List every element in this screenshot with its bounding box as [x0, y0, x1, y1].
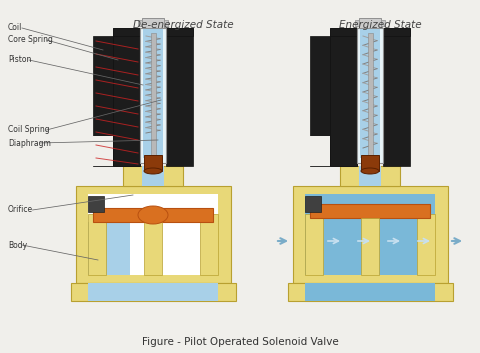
Bar [340, 166, 400, 186]
Bar [88, 194, 218, 275]
Ellipse shape [138, 206, 168, 224]
Bar [151, 33, 156, 158]
Bar [305, 214, 323, 275]
Bar [88, 222, 130, 275]
Bar [144, 222, 162, 275]
Bar [310, 204, 430, 218]
Bar [140, 28, 166, 163]
Bar [88, 283, 218, 301]
Text: Body: Body [8, 240, 27, 250]
Ellipse shape [361, 168, 379, 174]
Ellipse shape [144, 168, 162, 174]
Bar [417, 214, 435, 275]
Text: Coil: Coil [8, 24, 23, 32]
Text: Diaphragm: Diaphragm [8, 138, 51, 148]
Bar [93, 36, 140, 166]
Text: Coil Spring: Coil Spring [8, 126, 49, 134]
Bar [381, 20, 385, 26]
Bar [359, 18, 381, 28]
Text: Orifice: Orifice [8, 205, 33, 215]
Bar [200, 214, 218, 275]
Bar [113, 28, 140, 166]
Bar [330, 28, 410, 36]
Text: Energized State: Energized State [339, 20, 421, 30]
Bar [360, 28, 380, 158]
Text: De-energized State: De-energized State [132, 20, 233, 30]
Bar [144, 155, 162, 171]
Bar [305, 194, 435, 275]
Bar [164, 20, 168, 26]
Bar [166, 28, 193, 166]
Bar [288, 283, 453, 301]
Bar [361, 155, 379, 171]
Bar [76, 186, 231, 283]
Bar [113, 28, 193, 36]
Bar [361, 218, 379, 275]
Bar [305, 194, 435, 275]
Bar [142, 18, 164, 28]
Bar [368, 33, 373, 158]
Bar [355, 20, 359, 26]
Bar [310, 36, 357, 166]
Bar [138, 20, 142, 26]
Bar [93, 136, 113, 166]
Bar [88, 196, 104, 212]
Bar [330, 28, 357, 166]
Bar [383, 28, 410, 166]
Text: Core Spring: Core Spring [8, 36, 53, 44]
Bar [93, 208, 213, 222]
Bar [357, 28, 383, 163]
Text: Piston: Piston [8, 55, 31, 65]
Bar [143, 28, 163, 158]
Bar [293, 186, 448, 283]
Bar [310, 218, 430, 236]
Bar [71, 283, 236, 301]
Bar [123, 166, 183, 186]
Bar [88, 214, 106, 275]
Bar [310, 136, 330, 166]
Bar [359, 166, 381, 186]
Bar [305, 283, 435, 301]
Text: Figure - Pilot Operated Solenoid Valve: Figure - Pilot Operated Solenoid Valve [142, 337, 338, 347]
Bar [142, 166, 164, 186]
Bar [305, 196, 321, 212]
